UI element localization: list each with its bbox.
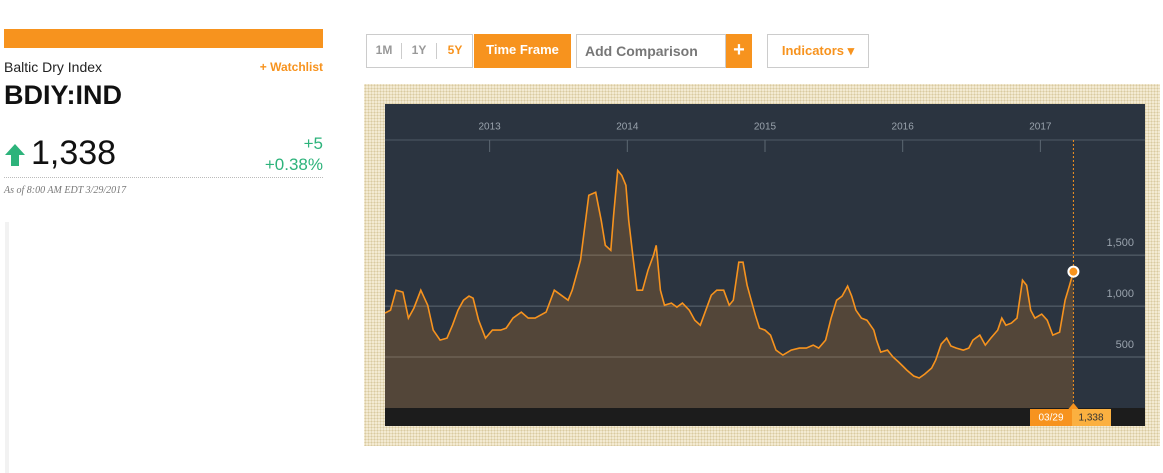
separator: [436, 43, 437, 59]
last-point: [1067, 265, 1080, 278]
timestamp: As of 8:00 AM EDT 3/29/2017: [4, 185, 127, 196]
comparison-input[interactable]: Add Comparison: [576, 34, 726, 68]
x-tick-label: 2014: [616, 122, 639, 133]
range-1y[interactable]: 1Y: [411, 43, 427, 57]
change: +5: [303, 134, 323, 153]
watchlist[interactable]: + Watchlist: [259, 60, 323, 74]
ticker: BDIY:IND: [4, 80, 122, 110]
divider: [4, 177, 323, 178]
range-group: [366, 34, 473, 68]
marker-pointer: [1068, 403, 1079, 409]
x-tick-label: 2016: [892, 122, 915, 133]
bottom-strip: [385, 408, 1145, 426]
header-bar: [4, 29, 323, 48]
range-5y[interactable]: 5Y: [447, 43, 463, 57]
value-box: [1072, 409, 1111, 426]
area: [385, 170, 1074, 408]
price: 1,338: [31, 134, 117, 172]
up-arrow: [5, 144, 25, 166]
y-tick-label: 1,000: [1106, 288, 1134, 300]
date-label: 03/29: [1038, 413, 1063, 424]
date-box: [1030, 409, 1072, 426]
x-tick-label: 2017: [1029, 122, 1052, 133]
index-name: Baltic Dry Index: [4, 59, 103, 75]
price-line: [384, 168, 1075, 379]
x-tick-label: 2015: [754, 122, 777, 133]
change-percent: +0.38%: [264, 155, 323, 174]
range-1m[interactable]: 1M: [375, 43, 393, 57]
side-rule: [5, 222, 9, 473]
separator: [401, 43, 402, 59]
x-tick-label: 2013: [479, 122, 502, 133]
add-button[interactable]: +: [726, 34, 752, 68]
value-label: 1,338: [1078, 413, 1103, 424]
indicators[interactable]: Indicators ▾: [767, 34, 869, 68]
y-tick-label: 1,500: [1106, 237, 1134, 249]
plot-background: [385, 104, 1145, 426]
y-tick-label: 500: [1116, 339, 1134, 351]
time-frame[interactable]: Time Frame: [474, 34, 571, 68]
